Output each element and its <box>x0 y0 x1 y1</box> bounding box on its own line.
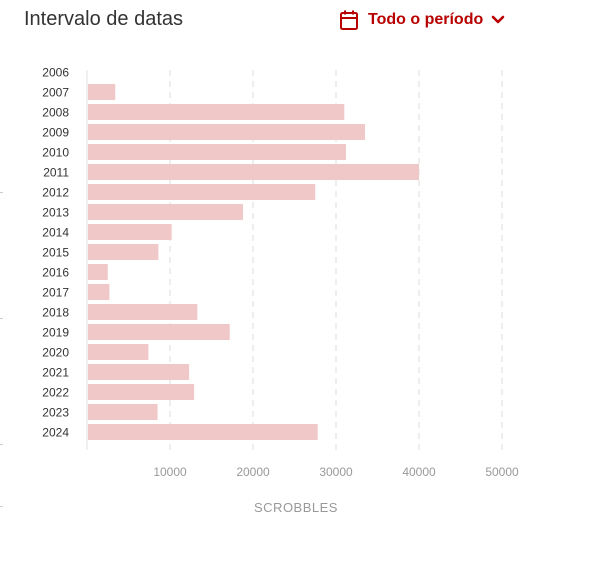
chevron-down-icon <box>491 15 505 24</box>
y-tick-label: 2015 <box>42 246 69 260</box>
y-tick-label: 2021 <box>42 366 69 380</box>
y-tick-label: 2011 <box>43 166 69 180</box>
y-tick-label: 2014 <box>42 226 69 240</box>
page-title: Intervalo de datas <box>24 8 183 30</box>
y-tick-label: 2008 <box>42 106 69 120</box>
y-tick-label: 2019 <box>42 326 69 340</box>
bar-2018[interactable] <box>88 304 198 320</box>
date-range-button[interactable]: Todo o período <box>340 7 505 33</box>
y-tick-label: 2022 <box>42 386 69 400</box>
x-tick-label: 50000 <box>485 465 519 479</box>
y-tick-label: 2017 <box>42 286 69 300</box>
y-tick-label: 2024 <box>42 426 69 440</box>
bar-2009[interactable] <box>88 124 366 140</box>
bar-2017[interactable] <box>88 284 110 300</box>
grid-lines <box>86 70 503 450</box>
y-tick-label: 2023 <box>42 406 69 420</box>
x-tick-labels: 10000 20000 30000 40000 50000 <box>153 465 519 479</box>
bar-2021[interactable] <box>88 364 190 380</box>
x-axis-title: SCROBBLES <box>254 500 338 515</box>
x-tick-label: 20000 <box>236 465 270 479</box>
bar-2008[interactable] <box>88 104 345 120</box>
bar-2019[interactable] <box>88 324 230 340</box>
bar-2010[interactable] <box>88 144 346 160</box>
bar-2024[interactable] <box>88 424 318 440</box>
x-tick-label: 40000 <box>402 465 436 479</box>
edge-tick <box>0 192 3 193</box>
bar-2014[interactable] <box>88 224 172 240</box>
bar-2012[interactable] <box>88 184 316 200</box>
bar-2023[interactable] <box>88 404 158 420</box>
edge-tick <box>0 506 3 507</box>
bars <box>88 84 419 440</box>
edge-tick <box>0 444 3 445</box>
y-tick-label: 2016 <box>42 266 69 280</box>
bar-2013[interactable] <box>88 204 244 220</box>
bar-2022[interactable] <box>88 384 195 400</box>
y-tick-labels: 2006 2007 2008 2009 2010 2011 2012 2013 2014 2015… <box>42 66 69 440</box>
calendar-icon <box>340 10 358 30</box>
y-tick-label: 2013 <box>42 206 69 220</box>
y-tick-label: 2007 <box>42 86 69 100</box>
bar-2007[interactable] <box>88 84 116 100</box>
y-tick-label: 2018 <box>42 306 69 320</box>
scrobbles-bar-chart: 2006 2007 2008 2009 2010 2011 2012 2013 2014 2015… <box>42 66 519 516</box>
date-range-label: Todo o período <box>368 11 484 28</box>
edge-tick <box>0 318 3 319</box>
header: Intervalo de datas Todo o período <box>0 0 592 44</box>
x-tick-label: 30000 <box>319 465 353 479</box>
y-tick-label: 2012 <box>42 186 69 200</box>
x-tick-label: 10000 <box>153 465 187 479</box>
bar-2015[interactable] <box>88 244 159 260</box>
bar-2011[interactable] <box>88 164 419 180</box>
y-tick-label: 2006 <box>42 66 69 80</box>
y-tick-label: 2020 <box>42 346 69 360</box>
y-tick-label: 2010 <box>42 146 69 160</box>
bar-2016[interactable] <box>88 264 108 280</box>
y-tick-label: 2009 <box>42 126 69 140</box>
bar-2020[interactable] <box>88 344 149 360</box>
